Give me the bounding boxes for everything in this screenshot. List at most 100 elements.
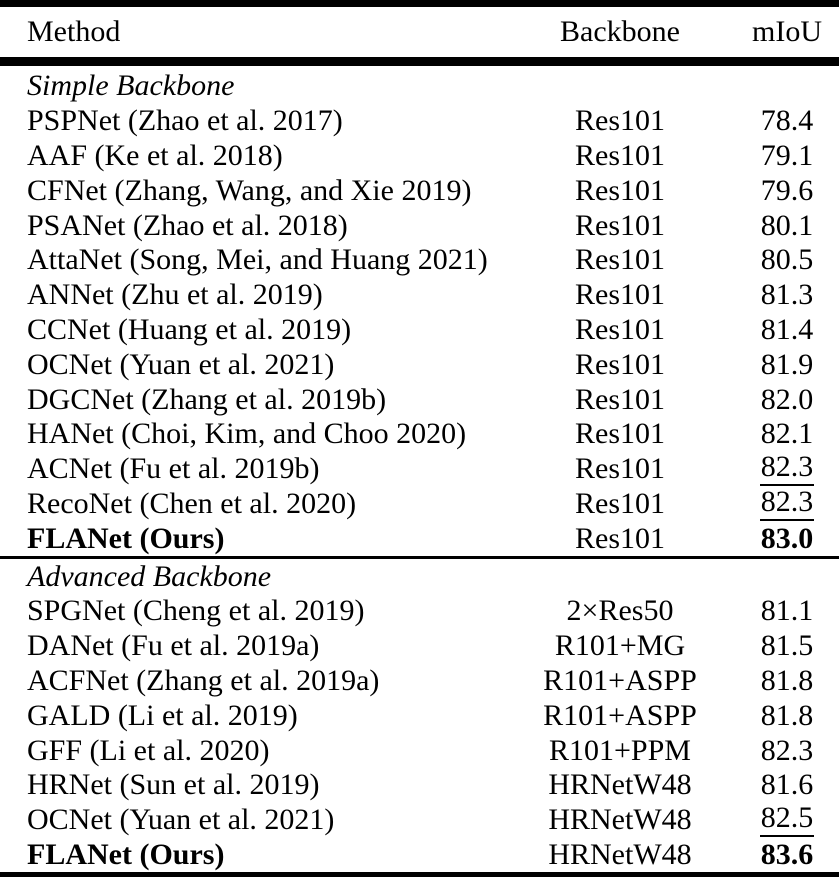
miou-cell: 81.1 [735,596,839,626]
method-cell-text: FLANet (Ours) [27,837,225,871]
miou-cell: 82.0 [735,382,839,416]
backbone-cell-text: Res101 [575,452,665,486]
table-rule-top [0,0,839,7]
column-header-method: Method [27,15,121,48]
method-cell: AttaNet (Song, Mei, and Huang 2021) [0,245,505,275]
table-row: CCNet (Huang et al. 2019) Res101 81.4 [0,313,839,348]
miou-cell: 81.8 [735,700,839,731]
table-row: OCNet (Yuan et al. 2021) Res101 81.9 [0,347,839,382]
miou-cell-text: 81.3 [760,278,814,312]
miou-cell: 82.3 [735,452,839,487]
backbone-cell-text: Res101 [575,521,665,555]
table-row: AAF (Ke et al. 2018) Res101 79.1 [0,139,839,174]
miou-cell-text: 81.4 [760,312,814,346]
section-heading-row: Simple Backbone [0,69,839,104]
table-row: OCNet (Yuan et al. 2021) HRNetW48 82.5 [0,803,839,838]
backbone-cell-text: Res101 [575,312,665,346]
table-row: ANNet (Zhu et al. 2019) Res101 81.3 [0,278,839,313]
miou-cell-text: 82.1 [760,417,814,451]
method-cell-text: OCNet (Yuan et al. 2021) [27,347,335,381]
table-row: FLANet (Ours) HRNetW48 83.6 [0,838,839,873]
miou-cell: 81.4 [735,312,839,346]
miou-cell: 81.6 [735,770,839,800]
method-cell-text: ACFNet (Zhang et al. 2019a) [27,663,380,697]
backbone-cell-text: Res101 [575,138,665,172]
table-row: HRNet (Sun et al. 2019) HRNetW48 81.6 [0,768,839,803]
miou-cell: 79.6 [735,173,839,207]
backbone-cell: R101+MG [505,631,735,661]
table-row: AttaNet (Song, Mei, and Huang 2021) Res10… [0,243,839,278]
miou-cell-text: 81.8 [760,663,814,697]
miou-cell-text: 83.0 [760,521,814,555]
backbone-cell: Res101 [505,454,735,484]
backbone-cell-text: HRNetW48 [548,768,692,802]
table-row: PSANet (Zhao et al. 2018) Res101 80.1 [0,208,839,243]
backbone-cell: Res101 [505,349,735,380]
method-cell: GALD (Li et al. 2019) [0,700,505,731]
table-header-row: Method Backbone mIoU [0,7,839,57]
table-row: DANet (Fu et al. 2019a) R101+MG 81.5 [0,629,839,664]
backbone-cell: HRNetW48 [505,770,735,800]
backbone-cell: Res101 [505,312,735,346]
method-cell: PSANet (Zhao et al. 2018) [0,208,505,242]
method-cell-text: ACNet (Fu et al. 2019b) [27,452,320,486]
method-cell-text: DGCNet (Zhang et al. 2019b) [27,382,387,416]
miou-cell-text: 81.9 [760,347,814,381]
method-cell: DANet (Fu et al. 2019a) [0,631,505,661]
backbone-cell: HRNetW48 [505,805,735,835]
method-cell: FLANet (Ours) [0,837,505,871]
table-row: CFNet (Zhang, Wang, and Xie 2019) Res101 7… [0,173,839,208]
backbone-cell-text: Res101 [575,104,665,138]
miou-cell: 82.5 [735,803,839,838]
table-row: RecoNet (Chen et al. 2020) Res101 82.3 [0,486,839,522]
miou-cell-text: 79.1 [760,138,814,172]
miou-cell-text: 79.6 [760,173,814,207]
table-rule-header-bottom [0,57,839,66]
backbone-cell-text: HRNetW48 [548,837,692,871]
backbone-cell: Res101 [505,106,735,136]
miou-cell-text: 82.0 [760,382,814,416]
method-cell-text: PSANet (Zhao et al. 2018) [27,208,348,242]
method-cell-text: PSPNet (Zhao et al. 2017) [27,104,343,138]
table-row: SPGNet (Cheng et al. 2019) 2×Res50 81.1 [0,594,839,629]
method-cell-text: AAF (Ke et al. 2018) [27,138,283,172]
backbone-cell: Res101 [505,419,735,449]
section-heading: Simple Backbone [0,71,505,101]
backbone-cell: Res101 [505,208,735,242]
backbone-cell: R101+ASPP [505,663,735,697]
backbone-cell: Res101 [505,175,735,206]
backbone-cell-text: Res101 [575,208,665,242]
method-cell-text: RecoNet (Chen et al. 2020) [27,486,357,520]
backbone-cell-text: 2×Res50 [566,594,674,628]
table-row: GFF (Li et al. 2020) R101+PPM 82.3 [0,733,839,768]
miou-cell-text: 83.6 [760,837,814,871]
method-cell: OCNet (Yuan et al. 2021) [0,805,505,835]
backbone-cell: Res101 [505,384,735,415]
method-cell-text: FLANet (Ours) [27,521,225,555]
miou-cell-text: 80.5 [760,243,814,277]
method-cell: ANNet (Zhu et al. 2019) [0,280,505,310]
method-cell-text: AttaNet (Song, Mei, and Huang 2021) [27,243,488,277]
backbone-cell-text: Res101 [575,486,665,520]
section-divider-rule [0,556,839,560]
table-row: HANet (Choi, Kim, and Choo 2020) Res101 82… [0,417,839,452]
miou-cell: 79.1 [735,138,839,172]
miou-cell: 78.4 [735,106,839,136]
backbone-cell-text: R101+ASPP [543,698,697,732]
miou-cell-text: 80.1 [760,208,814,242]
table-rule-bottom [0,872,839,878]
miou-cell-text: 81.6 [760,768,814,802]
method-cell: GFF (Li et al. 2020) [0,735,505,766]
method-cell-text: ANNet (Zhu et al. 2019) [27,278,323,312]
method-cell: SPGNet (Cheng et al. 2019) [0,596,505,626]
backbone-cell: Res101 [505,280,735,310]
backbone-cell-text: R101+MG [554,629,686,663]
miou-cell: 81.9 [735,347,839,381]
method-cell-text: SPGNet (Cheng et al. 2019) [27,594,365,628]
backbone-cell-text: R101+ASPP [543,663,697,697]
method-cell: RecoNet (Chen et al. 2020) [0,486,505,520]
miou-cell: 81.5 [735,631,839,661]
method-cell-text: HANet (Choi, Kim, and Choo 2020) [27,417,467,451]
backbone-cell: Res101 [505,521,735,555]
